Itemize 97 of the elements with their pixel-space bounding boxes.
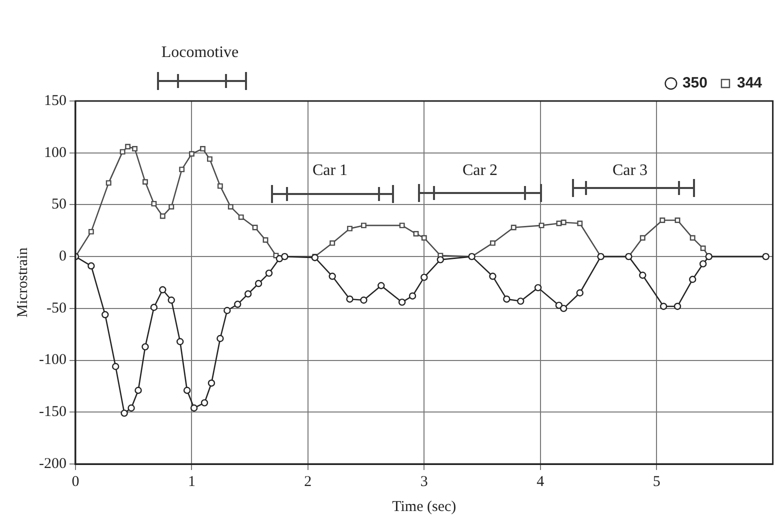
point [534, 284, 542, 292]
point [660, 218, 666, 223]
x-axis-title: Time (sec) [392, 498, 456, 515]
point [176, 338, 184, 346]
point [328, 272, 336, 280]
point [421, 235, 427, 241]
point [413, 231, 419, 236]
point [408, 292, 416, 300]
y-tick-label: -50 [46, 300, 66, 316]
point [674, 302, 682, 310]
point [132, 146, 138, 152]
x-tick-label: 1 [188, 474, 196, 490]
point [360, 296, 368, 304]
x-tick-label: 2 [304, 474, 312, 490]
point [555, 302, 563, 309]
point [224, 306, 231, 314]
point [88, 262, 95, 270]
point [128, 404, 135, 412]
point [577, 220, 583, 226]
point [168, 296, 175, 304]
point [378, 282, 385, 290]
point [150, 304, 158, 311]
x-tick-label: 4 [536, 474, 545, 490]
y-axis-title: Microstrain [14, 247, 31, 318]
point [517, 298, 524, 305]
legend-label: 344 [736, 74, 763, 92]
point [360, 222, 366, 228]
x-tick-label: 5 [652, 474, 660, 490]
point [674, 218, 680, 223]
point [510, 224, 516, 230]
point [151, 200, 157, 206]
y-tick-label: 100 [44, 144, 66, 161]
point [347, 226, 352, 232]
point [216, 334, 224, 342]
y-tick-label: -200 [38, 456, 66, 472]
point [330, 240, 336, 246]
point [102, 311, 109, 318]
point [252, 224, 258, 230]
point [660, 302, 668, 310]
point [142, 179, 148, 185]
point [159, 286, 166, 294]
legend-label: 350 [682, 74, 708, 92]
y-tick-label: -150 [38, 404, 66, 420]
point [238, 214, 244, 220]
y-tick-label: -100 [38, 352, 66, 368]
point [200, 399, 208, 406]
point [200, 146, 206, 152]
point [125, 144, 131, 150]
point [244, 290, 252, 298]
y-tick-label: 0 [58, 248, 66, 265]
point [106, 180, 112, 186]
point [489, 272, 496, 280]
point [208, 380, 216, 387]
point [398, 298, 406, 306]
annotation: Car 3 [612, 162, 648, 180]
point [168, 204, 174, 210]
point [217, 183, 223, 189]
annotation: Car 2 [462, 162, 498, 180]
point [538, 222, 544, 228]
point [560, 304, 568, 312]
point [503, 295, 510, 303]
y-tick-label: 50 [51, 196, 66, 213]
point [207, 156, 212, 162]
text: Locomotive [161, 44, 239, 62]
point [420, 274, 428, 281]
point [399, 222, 405, 228]
point [346, 295, 354, 303]
point [120, 410, 128, 417]
point [88, 228, 94, 234]
annotation: Car 1 [312, 162, 348, 180]
point [560, 220, 566, 226]
point [190, 404, 198, 412]
point [576, 289, 584, 296]
point [689, 276, 696, 283]
point [254, 280, 262, 288]
point [179, 166, 185, 172]
point [639, 272, 646, 279]
point [265, 270, 273, 277]
point [120, 149, 126, 155]
point [183, 386, 191, 394]
x-tick-label: 3 [420, 474, 428, 490]
point [160, 213, 166, 219]
point [556, 220, 562, 226]
point [640, 235, 646, 241]
point [699, 260, 707, 268]
point [700, 246, 706, 251]
point [490, 240, 496, 246]
point [134, 386, 142, 394]
x-tick-label: 0 [72, 474, 80, 490]
point [228, 204, 234, 210]
point [690, 235, 696, 241]
point [436, 256, 444, 264]
point [188, 151, 194, 157]
y-tick-label: 150 [44, 92, 66, 109]
point [112, 362, 120, 370]
point [142, 343, 149, 350]
point [234, 300, 242, 308]
